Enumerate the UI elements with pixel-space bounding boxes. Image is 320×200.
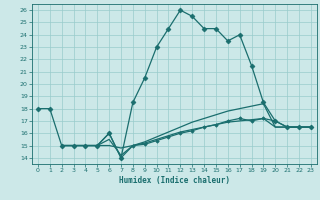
- X-axis label: Humidex (Indice chaleur): Humidex (Indice chaleur): [119, 176, 230, 185]
